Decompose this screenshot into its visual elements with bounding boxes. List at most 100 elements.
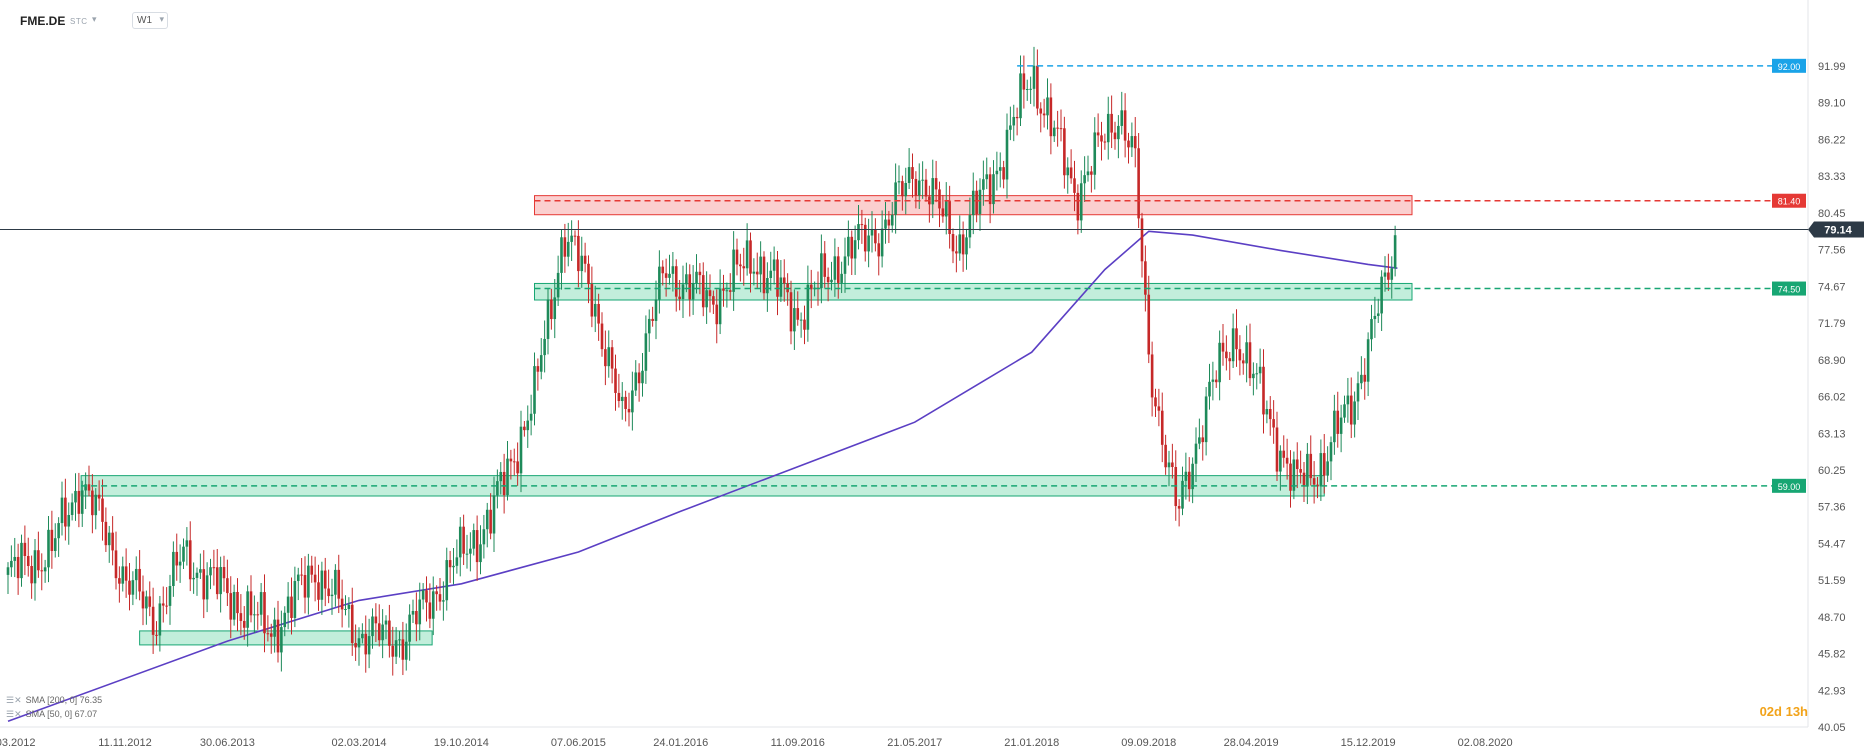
- candle-body: [951, 234, 955, 252]
- candle-body: [1160, 410, 1164, 445]
- support-zone[interactable]: [534, 282, 1413, 301]
- candle-body: [1073, 178, 1076, 193]
- candle-body: [340, 598, 344, 610]
- candle-body: [853, 240, 857, 259]
- candle-body: [566, 241, 570, 257]
- candle-body: [276, 619, 280, 653]
- timeframe-label: W1: [137, 15, 152, 26]
- candle-body: [1309, 453, 1313, 479]
- candle-body: [685, 274, 688, 285]
- candle-body: [512, 461, 516, 463]
- candle-body: [151, 606, 155, 635]
- candle-body: [266, 633, 270, 635]
- candle-body: [1029, 88, 1032, 90]
- candle-body: [131, 580, 135, 595]
- candle-body: [87, 484, 91, 491]
- candle-body: [884, 219, 887, 229]
- timeframe-select[interactable]: W1 ▾: [132, 12, 168, 29]
- candle-body: [205, 575, 209, 600]
- candle-body: [74, 490, 77, 503]
- candle-body: [104, 521, 108, 546]
- candle-body: [148, 596, 152, 607]
- candle-body: [971, 190, 975, 216]
- candle-body: [847, 236, 850, 257]
- candle-body: [1356, 383, 1360, 402]
- candle-body: [1282, 450, 1286, 458]
- candle-body: [394, 640, 398, 657]
- candle-body: [1329, 442, 1333, 462]
- candle-body: [658, 266, 661, 300]
- sma-legend-200[interactable]: ☰✕ SMA [200, 0] 76.35: [6, 695, 102, 706]
- candle-body: [533, 366, 536, 414]
- candle-body: [1140, 218, 1144, 262]
- sma-200-line[interactable]: [7, 230, 1398, 723]
- candle-body: [327, 588, 330, 597]
- candle-body: [982, 179, 985, 190]
- candle-body: [739, 264, 742, 267]
- candle-body: [678, 296, 681, 299]
- candle-body: [1370, 319, 1373, 340]
- candle-body: [1130, 136, 1134, 148]
- candle-body: [641, 370, 644, 384]
- candle-body: [43, 567, 47, 572]
- y-tick-label: 91.99: [1818, 61, 1846, 73]
- candle-body: [97, 494, 101, 499]
- candle-body: [1339, 417, 1343, 434]
- candle-body: [1231, 328, 1235, 362]
- candle-body: [890, 214, 894, 226]
- candle-body: [597, 303, 600, 324]
- candle-body: [1093, 132, 1097, 175]
- candle-body: [732, 249, 735, 292]
- candle-body: [955, 251, 958, 254]
- candle-body: [361, 633, 364, 639]
- sma-legend-50[interactable]: ☰✕ SMA [50, 0] 67.07: [6, 709, 97, 720]
- candle-body: [1241, 360, 1245, 364]
- candle-body: [445, 560, 449, 601]
- candle-body: [53, 538, 57, 551]
- candle-body: [192, 577, 195, 580]
- y-tick-label: 40.05: [1818, 722, 1846, 734]
- candle-body: [904, 183, 908, 197]
- candle-body: [1228, 358, 1232, 362]
- candle-body: [1019, 73, 1022, 119]
- candle-body: [580, 255, 584, 272]
- candle-body: [782, 277, 786, 284]
- candle-body: [762, 256, 766, 294]
- candle-body: [776, 259, 779, 297]
- symbol-dropdown-icon[interactable]: ▾: [92, 14, 97, 24]
- indicator-settings-icon[interactable]: ☰✕: [6, 709, 22, 719]
- price-level-label: 81.40: [1778, 197, 1801, 207]
- candle-body: [1319, 453, 1323, 487]
- candle-body: [573, 235, 577, 237]
- candle-body: [523, 426, 526, 431]
- candle-body: [344, 608, 347, 610]
- candle-body: [195, 572, 199, 578]
- price-level-tag: [1772, 281, 1806, 296]
- candle-body: [880, 228, 884, 257]
- candle-body: [1164, 444, 1167, 468]
- candle-body: [1252, 373, 1255, 379]
- symbol-exchange: STC: [70, 17, 88, 26]
- candle-body: [185, 540, 189, 547]
- indicator-settings-icon[interactable]: ☰✕: [6, 695, 22, 705]
- candle-body: [33, 550, 37, 584]
- candle-body: [614, 368, 617, 393]
- y-tick-label: 77.56: [1818, 245, 1846, 257]
- candle-body: [259, 592, 263, 615]
- candle-body: [1201, 437, 1205, 443]
- candle-body: [1100, 135, 1103, 142]
- candle-body: [448, 560, 452, 568]
- symbol-name[interactable]: FME.DE: [20, 14, 66, 28]
- candle-body: [833, 256, 837, 280]
- candle-body: [242, 620, 246, 628]
- candle-body: [229, 593, 233, 620]
- candle-body: [30, 565, 33, 584]
- candle-body: [772, 259, 776, 271]
- candle-body: [705, 290, 708, 308]
- candle-body: [1090, 171, 1093, 175]
- candle-body: [836, 256, 840, 283]
- candle-body: [961, 234, 965, 255]
- candle-body: [300, 574, 303, 576]
- candle-body: [232, 591, 236, 620]
